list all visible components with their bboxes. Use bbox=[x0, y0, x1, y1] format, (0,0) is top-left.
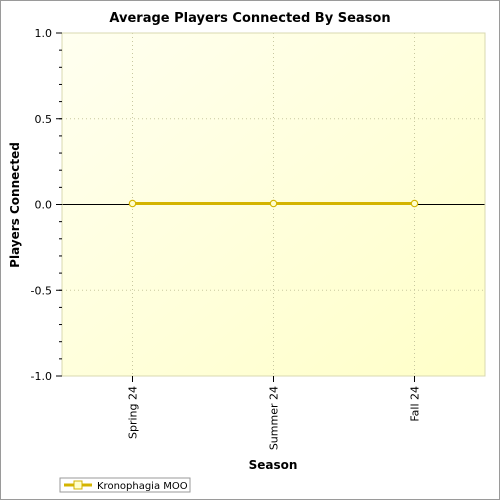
x-axis-ticks: Spring 24 Summer 24 Fall 24 bbox=[127, 376, 422, 450]
series-kronophagia-moo bbox=[128, 199, 419, 208]
grid-lines bbox=[62, 33, 485, 376]
x-axis-label: Season bbox=[249, 458, 298, 472]
y-tick-label: 0.0 bbox=[35, 199, 53, 212]
y-tick-label: -0.5 bbox=[31, 284, 52, 297]
y-tick-label: 1.0 bbox=[35, 27, 53, 40]
x-tick-label: Fall 24 bbox=[409, 386, 422, 422]
data-point bbox=[410, 199, 419, 208]
chart-title: Average Players Connected By Season bbox=[109, 11, 390, 26]
y-axis-ticks: 1.0 0.5 0.0 -0.5 -1.0 bbox=[31, 27, 62, 383]
legend: Kronophagia MOO bbox=[59, 477, 191, 493]
data-point bbox=[269, 199, 278, 208]
y-axis-label: Players Connected bbox=[8, 142, 22, 268]
legend-box bbox=[59, 477, 191, 493]
legend-entry-label: Kronophagia MOO bbox=[97, 481, 188, 492]
y-tick-label: 0.5 bbox=[35, 113, 53, 126]
legend-swatch-marker bbox=[73, 480, 83, 490]
y-tick-label: -1.0 bbox=[31, 370, 52, 383]
x-tick-label: Spring 24 bbox=[127, 386, 140, 439]
data-point bbox=[128, 199, 137, 208]
x-tick-label: Summer 24 bbox=[268, 386, 281, 450]
